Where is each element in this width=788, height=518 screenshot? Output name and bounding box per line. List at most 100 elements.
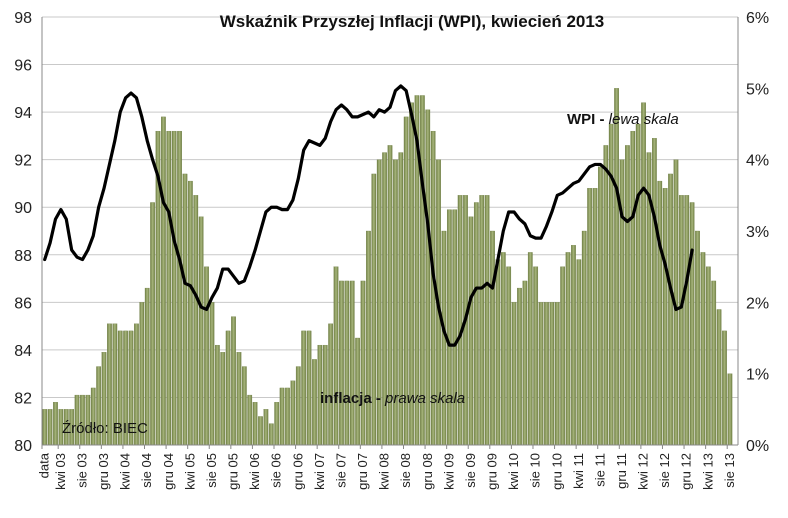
x-tick-label: gru 11 xyxy=(614,453,629,489)
inflation-bar xyxy=(252,402,258,446)
inflation-bar xyxy=(517,287,522,446)
x-tick-label: sie 05 xyxy=(204,453,219,488)
x-tick-label: gru 12 xyxy=(679,453,694,490)
inflation-bar xyxy=(236,352,242,446)
right-tick-label: 4% xyxy=(746,153,769,170)
inflation-bar xyxy=(727,373,733,446)
x-tick-label: kwi 13 xyxy=(700,453,715,490)
left-tick-label: 92 xyxy=(14,153,32,170)
inflation-bar xyxy=(522,280,528,446)
x-tick-label: gru 07 xyxy=(355,453,370,490)
inflation-bar xyxy=(188,180,193,446)
inflation-series-label: inflacja - prawa skala xyxy=(320,390,465,407)
inflation-bar xyxy=(587,188,592,446)
inflation-bar xyxy=(668,173,673,446)
inflation-bar xyxy=(53,402,58,446)
inflation-bar xyxy=(554,302,560,446)
x-tick-label: gru 09 xyxy=(485,453,500,490)
inflation-bar xyxy=(635,123,641,446)
inflation-bar xyxy=(716,309,722,446)
inflation-bar xyxy=(500,252,506,446)
left-tick-label: 98 xyxy=(14,10,32,27)
x-tick-label: kwi 03 xyxy=(53,453,68,490)
inflation-bar xyxy=(241,366,247,446)
x-tick-label: sie 03 xyxy=(74,453,89,488)
x-tick-label: sie 06 xyxy=(269,453,284,488)
inflation-bar xyxy=(722,330,727,446)
wpi-line xyxy=(43,84,694,347)
x-tick-label: gru 06 xyxy=(290,453,305,490)
x-tick-label: sie 12 xyxy=(657,453,672,488)
inflation-bar xyxy=(527,252,533,446)
inflation-bar xyxy=(641,102,646,446)
inflation-bar xyxy=(263,409,269,446)
inflation-bar xyxy=(290,380,296,446)
x-tick-label: kwi 07 xyxy=(312,453,327,490)
inflation-bar xyxy=(333,266,339,446)
wpi-label-italic: lewa skala xyxy=(609,111,679,128)
x-tick-label: kwi 11 xyxy=(571,453,586,489)
inflation-bar xyxy=(700,252,706,446)
x-tick-label: kwi 04 xyxy=(118,453,133,490)
inflation-bar xyxy=(274,402,280,446)
inflation-bar xyxy=(306,330,312,446)
right-tick-label: 6% xyxy=(746,10,769,27)
inflation-bar xyxy=(339,280,344,446)
inflation-bar xyxy=(630,130,636,446)
inflation-bar xyxy=(312,359,317,446)
inflation-bar xyxy=(549,302,555,446)
inflation-bar xyxy=(571,245,576,446)
inflation-bar xyxy=(484,195,490,446)
right-tick-label: 2% xyxy=(746,295,769,312)
inflation-bar xyxy=(495,259,501,446)
left-tick-label: 88 xyxy=(14,248,32,265)
line-layer xyxy=(43,84,694,347)
inflation-bar xyxy=(279,387,285,446)
inflation-bar xyxy=(625,145,630,446)
right-tick-label: 3% xyxy=(746,224,769,241)
inflation-bar xyxy=(598,166,603,446)
x-tick-label: kwi 10 xyxy=(506,453,521,490)
inflation-bar xyxy=(473,202,479,446)
x-tick-label: kwi 08 xyxy=(377,453,392,490)
inflation-bar xyxy=(603,145,609,446)
inflation-bar xyxy=(360,280,366,446)
inflation-bar xyxy=(171,130,177,446)
inflation-bar xyxy=(711,280,717,446)
inflation-bar xyxy=(268,423,274,446)
x-tick-label: sie 04 xyxy=(139,453,154,488)
source-note: Źródło: BIEC xyxy=(62,420,148,437)
left-tick-label: 84 xyxy=(14,343,32,360)
chart-title: Wskaźnik Przyszłej Inflacji (WPI), kwiec… xyxy=(220,12,605,31)
inflation-bar xyxy=(247,394,253,446)
right-tick-label: 5% xyxy=(746,81,769,98)
inflation-bar xyxy=(560,266,566,446)
inflation-bar xyxy=(209,302,215,446)
inflation-bar xyxy=(366,230,371,446)
inflation-bar xyxy=(657,180,663,446)
inflation-bar xyxy=(258,416,263,446)
inflation-bar xyxy=(198,216,204,446)
inflation-bar xyxy=(695,230,700,446)
inflation-bar xyxy=(506,266,512,446)
left-tick-label: 86 xyxy=(14,295,32,312)
x-tick-label: gru 05 xyxy=(226,453,241,490)
inflation-bar xyxy=(166,130,172,446)
inflation-bar xyxy=(538,302,544,446)
inflation-bar xyxy=(452,209,458,446)
right-tick-label: 0% xyxy=(746,438,769,455)
inflation-bar xyxy=(533,266,539,446)
inflation-bar xyxy=(468,216,474,446)
inflation-bar xyxy=(47,409,53,446)
inflation-bar xyxy=(544,302,549,446)
left-tick-label: 96 xyxy=(14,58,32,75)
inflation-bar xyxy=(446,209,452,446)
inflation-bar xyxy=(349,280,355,446)
x-tick-label: gru 04 xyxy=(161,453,176,490)
inflation-bar xyxy=(511,302,517,446)
inflation-bar xyxy=(295,366,301,446)
x-tick-label: sie 08 xyxy=(398,453,413,488)
right-tick-label: 1% xyxy=(746,367,769,384)
x-tick-label: sie 13 xyxy=(722,453,737,488)
